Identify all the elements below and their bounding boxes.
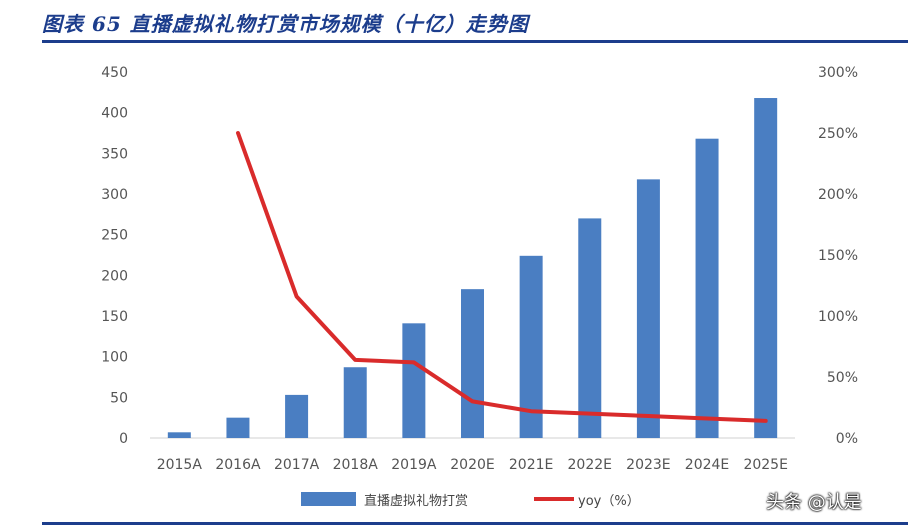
bar-2021E bbox=[519, 255, 543, 438]
x-tick-label: 2018A bbox=[333, 457, 379, 473]
bar-2016A bbox=[226, 417, 250, 438]
bar-2022E bbox=[578, 218, 602, 438]
y-left-tick-labels: 0 50 100 150 200 250 300 350 400 450 bbox=[101, 65, 128, 447]
x-tick-label: 2020E bbox=[450, 457, 494, 473]
bottom-divider bbox=[42, 522, 908, 525]
y-right-tick-label: 200% bbox=[818, 187, 858, 203]
y-left-tick-label: 150 bbox=[101, 309, 128, 325]
yoy-line bbox=[236, 131, 768, 423]
x-tick-label: 2025E bbox=[743, 457, 787, 473]
x-tick-label: 2015A bbox=[157, 457, 203, 473]
y-right-tick-label: 100% bbox=[818, 309, 858, 325]
y-right-tick-labels: 0% 50% 100% 150% 200% 250% 300% bbox=[818, 65, 858, 447]
legend-label-line: yoy（%） bbox=[578, 494, 640, 509]
y-left-tick-label: 50 bbox=[110, 390, 128, 406]
bar-2020E bbox=[461, 289, 484, 438]
y-right-tick-label: 300% bbox=[818, 65, 858, 81]
y-right-tick-label: 0% bbox=[836, 431, 858, 447]
y-left-tick-label: 100 bbox=[101, 350, 128, 366]
figure-title: 图表 65 直播虚拟礼物打赏市场规模（十亿）走势图 bbox=[42, 12, 529, 36]
bar-2019A bbox=[402, 323, 426, 438]
y-left-tick-label: 0 bbox=[119, 431, 128, 447]
x-tick-label: 2016A bbox=[215, 457, 261, 473]
x-tick-labels: 2015A 2016A 2017A 2018A 2019A 2020E 2021E 2022E… bbox=[157, 457, 788, 473]
figure-header: 图表 65 直播虚拟礼物打赏市场规模（十亿）走势图 bbox=[0, 0, 908, 44]
y-right-tick-label: 50% bbox=[827, 370, 858, 386]
watermark-text: 头条 @认是 bbox=[766, 492, 862, 513]
legend-swatch-bar bbox=[301, 492, 356, 506]
bar-2015A bbox=[167, 432, 191, 438]
y-left-tick-label: 200 bbox=[101, 268, 128, 284]
title-divider bbox=[42, 40, 908, 43]
y-left-tick-label: 450 bbox=[101, 65, 128, 81]
x-tick-label: 2024E bbox=[685, 457, 729, 473]
bar-2023E bbox=[636, 179, 660, 439]
bar-series bbox=[167, 98, 778, 439]
bar-2018A bbox=[343, 367, 367, 438]
y-left-tick-label: 350 bbox=[101, 146, 128, 162]
x-tick-label: 2021E bbox=[509, 457, 553, 473]
bar-2024E bbox=[695, 138, 719, 438]
chart-legend: 直播虚拟礼物打赏 yoy（%） bbox=[301, 492, 640, 509]
y-left-tick-label: 400 bbox=[101, 106, 128, 122]
x-tick-label: 2017A bbox=[274, 457, 320, 473]
bar-2017A bbox=[285, 394, 309, 438]
y-right-tick-label: 150% bbox=[818, 248, 858, 264]
x-tick-label: 2019A bbox=[391, 457, 437, 473]
y-right-tick-label: 250% bbox=[818, 126, 858, 142]
y-left-tick-label: 300 bbox=[101, 187, 128, 203]
x-tick-label: 2022E bbox=[568, 457, 612, 473]
y-left-tick-label: 250 bbox=[101, 228, 128, 244]
line-series bbox=[236, 131, 768, 423]
legend-label-bar: 直播虚拟礼物打赏 bbox=[364, 493, 468, 509]
x-tick-label: 2023E bbox=[626, 457, 670, 473]
bar-2025E bbox=[754, 98, 778, 438]
